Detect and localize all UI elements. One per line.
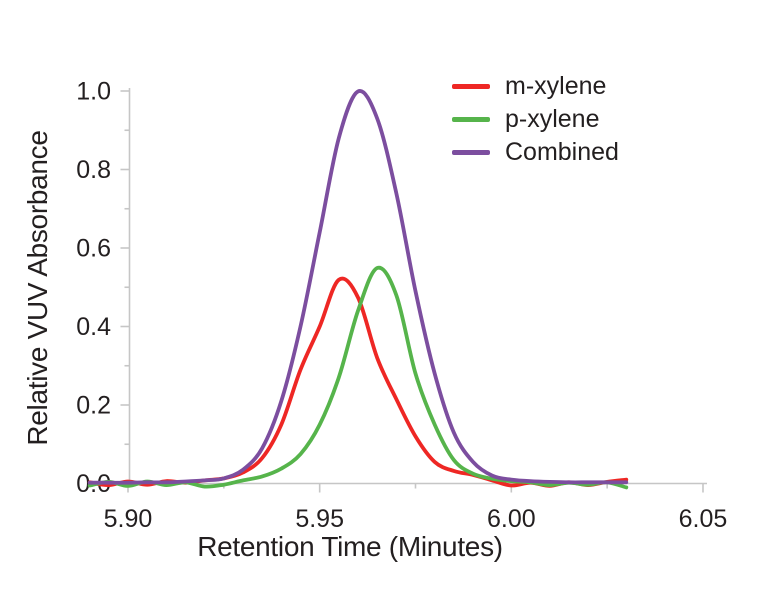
combined-line-swatch bbox=[452, 150, 490, 155]
y-axis-title: Relative VUV Absorbance bbox=[22, 130, 53, 446]
legend-item-p-xylene: p-xylene bbox=[452, 103, 619, 136]
svg-text:0.8: 0.8 bbox=[76, 156, 111, 184]
legend-item-combined: Combined bbox=[452, 136, 619, 169]
m-xylene-line-swatch bbox=[452, 84, 490, 89]
legend: m-xylene p-xylene Combined bbox=[452, 70, 619, 169]
legend-label-combined: Combined bbox=[505, 138, 619, 166]
svg-text:5.95: 5.95 bbox=[295, 505, 344, 533]
p-xylene-line-swatch bbox=[452, 117, 490, 122]
svg-text:0.4: 0.4 bbox=[76, 313, 111, 341]
svg-text:6.05: 6.05 bbox=[679, 505, 728, 533]
svg-text:0.2: 0.2 bbox=[76, 392, 111, 420]
legend-item-m-xylene: m-xylene bbox=[452, 70, 619, 103]
svg-text:0.6: 0.6 bbox=[76, 235, 111, 263]
svg-text:1.0: 1.0 bbox=[76, 78, 111, 106]
x-axis-title: Retention Time (Minutes) bbox=[197, 531, 503, 562]
svg-text:6.00: 6.00 bbox=[487, 505, 536, 533]
legend-label-m-xylene: m-xylene bbox=[505, 72, 607, 100]
legend-label-p-xylene: p-xylene bbox=[505, 105, 600, 133]
svg-text:5.90: 5.90 bbox=[104, 505, 153, 533]
